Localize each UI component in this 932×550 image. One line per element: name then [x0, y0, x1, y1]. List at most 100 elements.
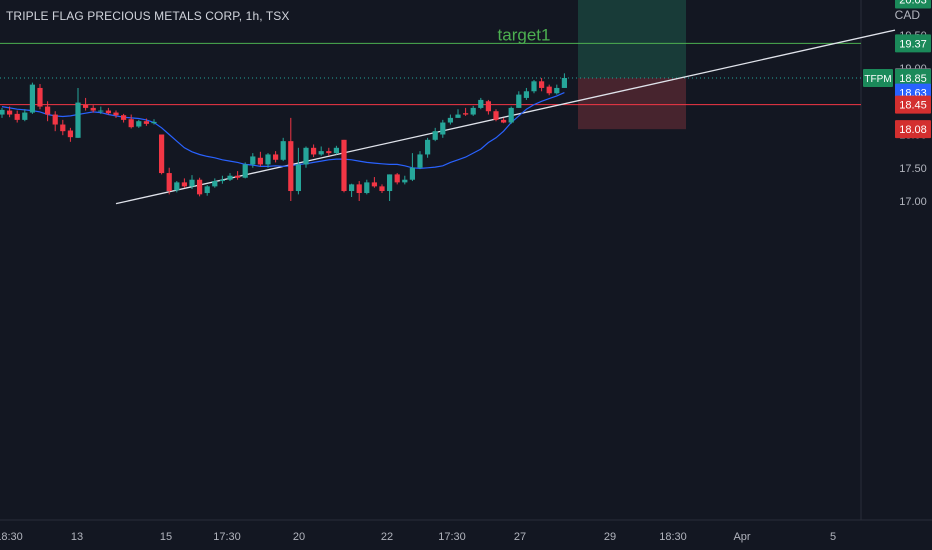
candle-body	[197, 179, 203, 195]
candle-body	[189, 179, 195, 187]
time-tick-label: 5	[830, 531, 836, 543]
candle-body	[463, 113, 469, 115]
candle-body	[478, 99, 484, 108]
candle-body	[45, 106, 51, 115]
price-tick-label: 17.00	[899, 196, 927, 208]
candle-body	[98, 110, 104, 112]
candle-body	[371, 182, 377, 187]
candle-body	[204, 186, 210, 194]
candle-body	[273, 154, 279, 160]
candle-body	[470, 107, 476, 115]
candle-body	[417, 154, 423, 168]
time-tick-label: 29	[604, 531, 616, 543]
candle-body	[349, 184, 355, 192]
time-tick-label: 27	[514, 531, 526, 543]
candle-body	[257, 157, 263, 165]
candle-body	[83, 104, 89, 108]
candle-body	[52, 114, 58, 125]
price-tick-label: 17.50	[899, 163, 927, 175]
time-tick-label: 17:30	[213, 531, 241, 543]
moving-average-line	[1, 92, 565, 170]
candle-body	[303, 147, 309, 165]
symbol-badge	[863, 68, 893, 87]
candle-body	[37, 87, 43, 107]
candle-body	[90, 107, 96, 111]
price-label-tag	[895, 34, 931, 53]
candle-body	[7, 110, 13, 115]
candle-body	[212, 181, 218, 187]
candle-body	[14, 113, 20, 120]
profit-zone[interactable]	[578, 0, 686, 78]
target1-label: target1	[498, 25, 551, 44]
candle-body	[22, 112, 28, 120]
time-tick-label: 17:30	[438, 531, 466, 543]
candle-body	[501, 119, 507, 123]
time-tick-label: Apr	[733, 531, 750, 543]
candle-body	[242, 164, 248, 178]
candle-body	[394, 174, 400, 183]
price-label-text: 19.37	[899, 38, 927, 50]
time-tick-label: 22	[381, 531, 393, 543]
candle-body	[333, 147, 339, 154]
candle-body	[508, 107, 514, 123]
candle-body	[75, 102, 81, 138]
candle-body	[561, 77, 567, 88]
candle-body	[546, 86, 552, 94]
candle-body	[219, 179, 225, 182]
trendline[interactable]	[115, 29, 896, 205]
candle-body	[432, 131, 438, 140]
chart-title: TRIPLE FLAG PRECIOUS METALS CORP, 1h, TS…	[6, 9, 290, 23]
price-label-tag	[895, 95, 931, 114]
candle-body	[0, 109, 5, 115]
price-label-text: 18.08	[899, 124, 927, 136]
candle-body	[128, 119, 134, 128]
price-label-text: 20.03	[899, 0, 927, 7]
candle-body	[523, 91, 529, 98]
candle-body	[539, 81, 545, 88]
candle-body	[174, 182, 180, 191]
candle-body	[425, 139, 431, 155]
candle-body	[121, 115, 127, 120]
loss-zone[interactable]	[578, 77, 686, 130]
symbol-badge-text: TFPM	[864, 74, 891, 85]
candle-body	[440, 122, 446, 135]
candle-body	[235, 175, 241, 178]
price-label-text: 18.45	[899, 100, 927, 112]
candle-body	[402, 179, 408, 183]
candle-body	[341, 139, 347, 192]
candle-body	[143, 121, 149, 124]
candle-body	[227, 175, 233, 180]
time-tick-label: 15	[160, 531, 172, 543]
candle-body	[387, 174, 393, 192]
currency-label[interactable]: CAD	[894, 8, 920, 22]
candle-body	[493, 111, 499, 120]
candle-body	[447, 117, 453, 123]
price-label-text: 18.85	[899, 73, 927, 85]
price-label-tag	[895, 120, 931, 139]
candle-body	[265, 154, 271, 165]
candle-body	[516, 94, 522, 108]
candle-body	[113, 112, 119, 116]
candle-body	[531, 81, 537, 92]
candle-body	[136, 121, 142, 127]
candle-body	[326, 151, 332, 154]
candle-body	[29, 84, 35, 113]
candle-body	[60, 124, 66, 132]
time-tick-label: 18:30	[0, 531, 23, 543]
candle-body	[455, 114, 461, 118]
candle-body	[280, 141, 286, 160]
time-tick-label: 20	[293, 531, 305, 543]
candle-body	[67, 130, 73, 138]
candle-body	[295, 164, 301, 192]
candle-body	[318, 151, 324, 155]
candle-body	[250, 156, 256, 165]
price-label-tag	[895, 0, 931, 9]
candle-body	[288, 141, 294, 192]
candle-body	[181, 182, 187, 187]
candle-body	[105, 110, 111, 114]
candle-body	[409, 167, 415, 180]
candle-body	[311, 147, 317, 155]
candle-body	[485, 101, 491, 112]
candle-body	[159, 134, 165, 174]
